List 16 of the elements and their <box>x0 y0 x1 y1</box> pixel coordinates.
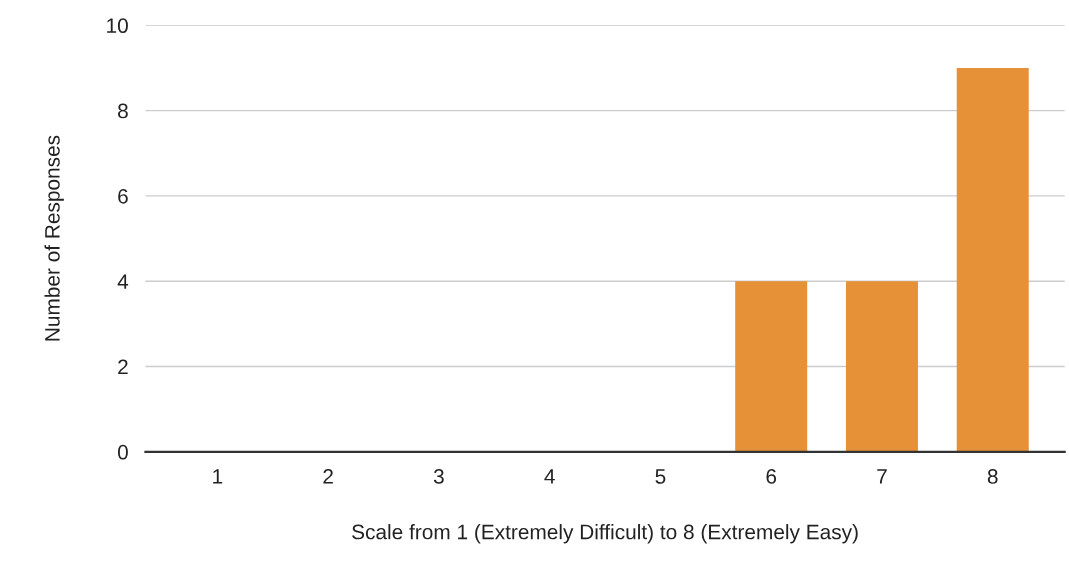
y-tick-label: 6 <box>118 188 128 204</box>
x-tick-label: 5 <box>655 469 666 484</box>
x-tick-label: 6 <box>766 469 777 484</box>
x-tick-label: 1 <box>213 469 223 484</box>
x-tick-label: 4 <box>544 469 555 484</box>
x-tick-label: 8 <box>987 469 998 484</box>
y-axis-title: Number of Responses <box>44 135 64 341</box>
x-tick-label: 7 <box>877 469 887 484</box>
y-tick-label: 4 <box>117 274 129 289</box>
x-tick-label: 3 <box>433 469 444 484</box>
x-tick-label: 2 <box>323 469 333 484</box>
y-tick-label: 8 <box>118 103 128 119</box>
y-tick-label: 10 <box>107 18 128 34</box>
y-tick-label: 2 <box>118 359 128 375</box>
x-axis-title: Scale from 1 (Extremely Difficult) to 8 (Extremely Easy) <box>352 524 858 544</box>
y-tick-label: 0 <box>117 444 128 460</box>
